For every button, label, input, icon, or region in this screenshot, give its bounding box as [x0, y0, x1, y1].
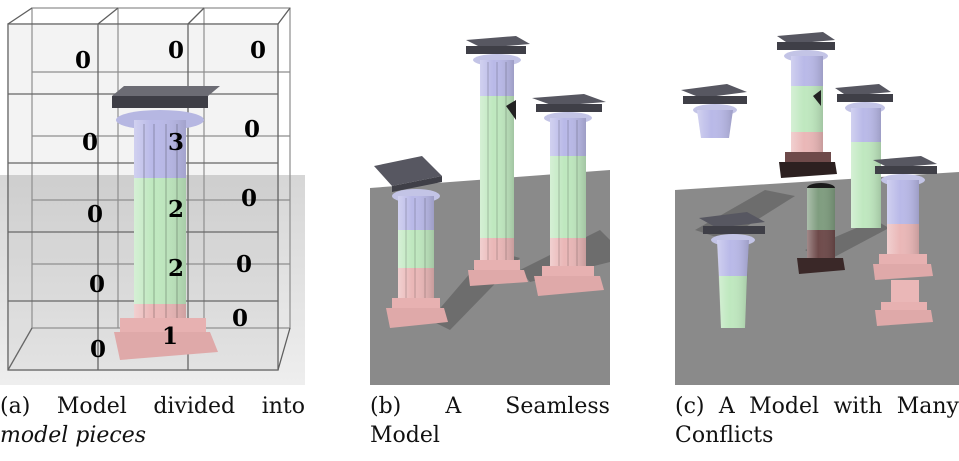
- column: [835, 84, 893, 228]
- cell-label: 0: [236, 251, 252, 278]
- panel-b-seamless-model: [370, 0, 610, 385]
- column: [532, 94, 606, 296]
- caption-b: (b) A Seamless Model: [370, 392, 610, 450]
- caption-b-label: (b): [370, 394, 402, 419]
- column-piece: [681, 84, 747, 138]
- column: [699, 212, 765, 328]
- cell-label: 0: [168, 37, 184, 64]
- caption-a: (a) Model divided into model pieces: [0, 392, 305, 450]
- caption-a-line2: model pieces: [0, 423, 147, 448]
- caption-c-label: (c): [675, 394, 705, 419]
- panel-a-model-pieces: 0 0 0 0 3 0 0 2 0 0 2 0 0 1 0: [0, 0, 305, 385]
- caption-b-word: Seamless: [505, 394, 610, 419]
- cell-label: 0: [90, 336, 106, 363]
- caption-c-word: Many: [896, 394, 959, 419]
- cell-label: 0: [89, 271, 105, 298]
- column: [112, 86, 220, 360]
- cell-label: 2: [168, 196, 184, 223]
- column: [466, 36, 530, 286]
- cell-label: 0: [75, 47, 91, 74]
- panel-c-conflicts-model: [675, 0, 959, 385]
- caption-c: (c) A Model with Many Conflicts: [675, 392, 959, 450]
- caption-b-line2: Model: [370, 423, 440, 448]
- cell-label: 0: [250, 37, 266, 64]
- caption-a-word: into: [261, 394, 305, 419]
- column: [374, 156, 448, 328]
- caption-c-line2: Conflicts: [675, 423, 774, 448]
- caption-c-word: A: [718, 394, 735, 419]
- column: [797, 183, 845, 274]
- cell-label: 0: [82, 129, 98, 156]
- cell-label: 2: [168, 255, 184, 282]
- seamless-model-render: [370, 0, 610, 385]
- caption-a-line1: (a) Model divided into: [0, 392, 305, 421]
- cell-labels: 0 0 0 0 3 0 0 2 0 0 2 0 0 1 0: [75, 37, 266, 363]
- caption-c-word: Model: [749, 394, 820, 419]
- column: [873, 156, 937, 326]
- caption-b-word: A: [445, 394, 462, 419]
- caption-c-line1: (c) A Model with Many: [675, 392, 959, 421]
- caption-a-word: Model: [56, 394, 127, 419]
- conflicts-model-render: [675, 0, 959, 385]
- column: [777, 32, 837, 178]
- model-pieces-render: 0 0 0 0 3 0 0 2 0 0 2 0 0 1 0: [0, 0, 305, 385]
- caption-c-word: with: [833, 394, 883, 419]
- caption-a-word: divided: [153, 394, 236, 419]
- cell-label: 0: [241, 185, 257, 212]
- caption-a-label: (a): [0, 394, 31, 419]
- cell-label: 1: [162, 323, 178, 350]
- cell-label: 0: [87, 201, 103, 228]
- column-slab: [112, 96, 208, 108]
- cell-label: 0: [232, 305, 248, 332]
- cell-label: 0: [244, 116, 260, 143]
- cell-label: 3: [168, 129, 184, 156]
- caption-b-line1: (b) A Seamless: [370, 392, 610, 421]
